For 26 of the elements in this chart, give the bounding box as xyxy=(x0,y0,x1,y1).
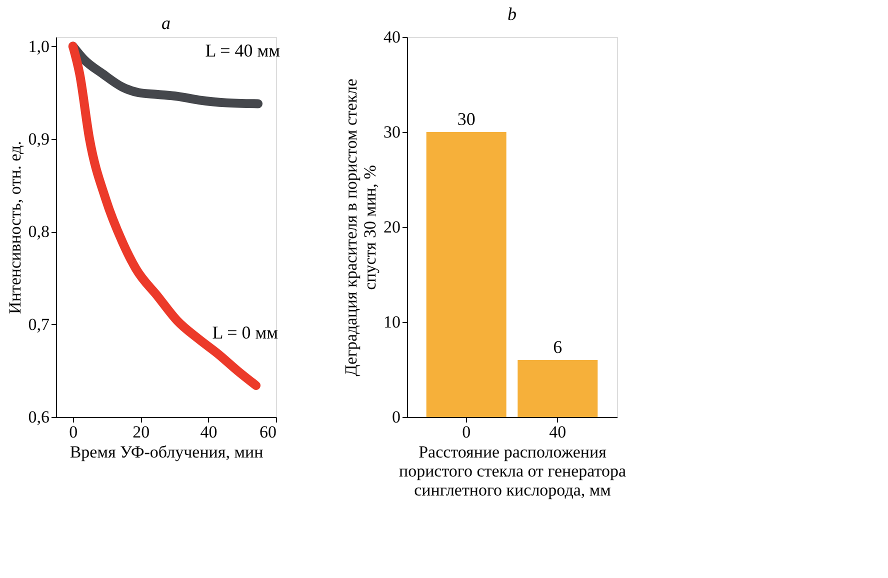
chart-title: a xyxy=(162,13,170,33)
data-label: 6 xyxy=(553,337,562,357)
y-tick-label: 20 xyxy=(384,218,400,236)
x-axis-title: Время УФ-облучения, мин xyxy=(70,442,264,462)
x-tick-label: 40 xyxy=(549,422,566,442)
x-tick-label: 40 xyxy=(200,422,218,442)
chart-title: b xyxy=(508,4,516,24)
data-label: 30 xyxy=(457,109,476,129)
series-label: L = 0 мм xyxy=(212,322,278,342)
y-axis-title: Интенсивность, отн. ед. xyxy=(5,141,24,314)
y-tick-label: 1,0 xyxy=(28,36,50,56)
y-tick-label: 40 xyxy=(384,28,400,46)
y-tick-label: 0,6 xyxy=(28,408,50,426)
x-tick-label: 0 xyxy=(462,422,471,442)
y-axis-title: Деградация красителя в пористом стекле спустя 30 мин, % xyxy=(342,78,380,376)
y-tick-label: 0,7 xyxy=(28,314,50,334)
y-tick-label: 0,9 xyxy=(28,129,50,148)
x-axis-title: Расстояние расположения пористого стекла от генератора синглетного кислорода, мм xyxy=(398,442,626,500)
y-tick-label: 0 xyxy=(392,408,400,426)
y-tick-label: 30 xyxy=(384,122,400,142)
text: L = 40 мм xyxy=(205,40,280,61)
y-tick-label: 10 xyxy=(384,312,400,332)
x-tick-label: 60 xyxy=(260,422,276,442)
y-tick-label: 0,8 xyxy=(28,222,50,242)
x-tick-label: 0 xyxy=(69,422,78,442)
x-tick-label: 20 xyxy=(132,422,150,442)
